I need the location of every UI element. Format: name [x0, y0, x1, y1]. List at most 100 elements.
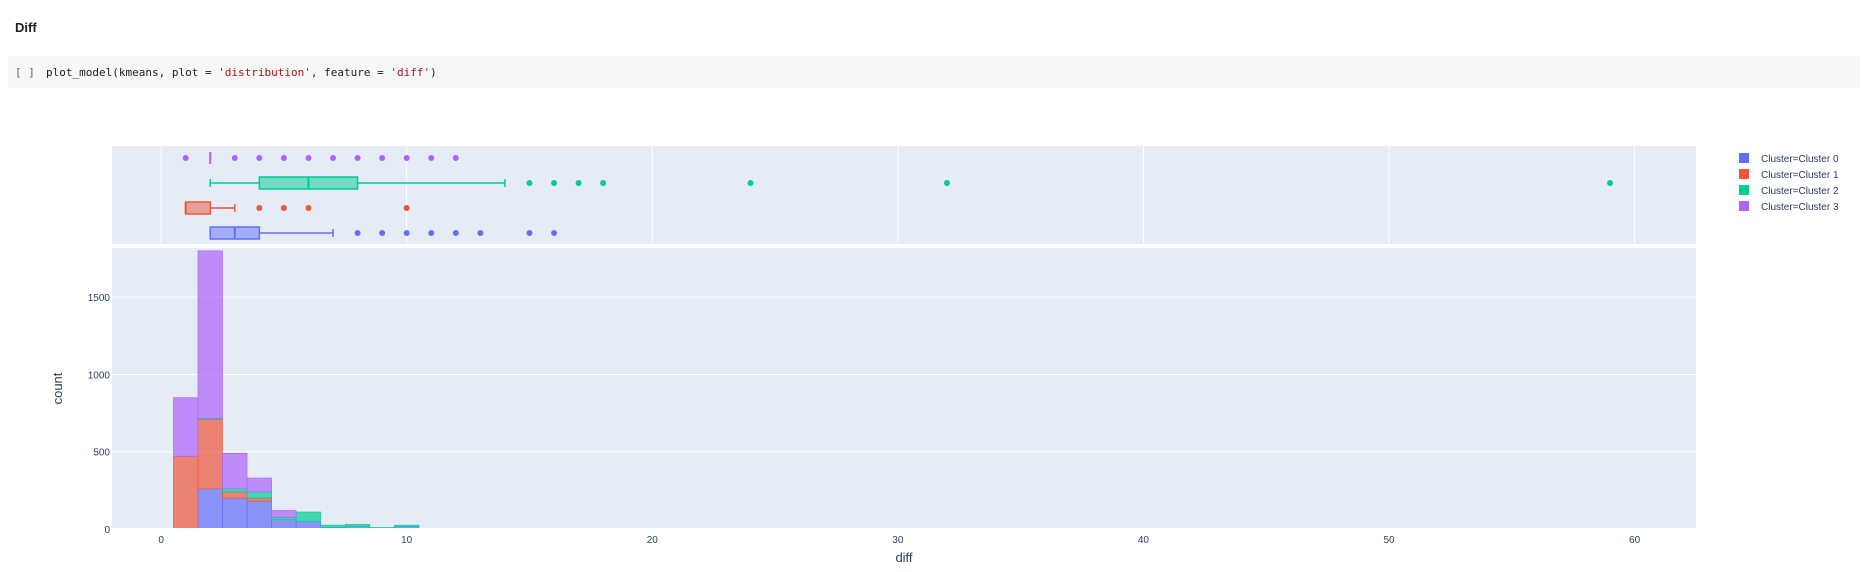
box-outlier-point: [1607, 180, 1614, 186]
hist-bar: [271, 517, 297, 521]
hist-panel-background: [112, 248, 1696, 529]
hist-bar: [320, 524, 346, 528]
hist-series-0: [197, 488, 420, 530]
box-outlier-point: [305, 205, 312, 211]
hist-bar: [394, 524, 420, 527]
legend-item[interactable]: Cluster=Cluster 2: [1739, 185, 1839, 197]
hist-bar: [222, 452, 248, 490]
box-outlier-point: [526, 230, 533, 236]
legend-label: Cluster=Cluster 2: [1761, 186, 1839, 197]
y-axis-title: count: [50, 372, 65, 404]
legend-label: Cluster=Cluster 3: [1761, 202, 1839, 213]
box-outlier-point: [256, 205, 263, 211]
box-outlier-point: [551, 230, 558, 236]
y-tick-label: 1000: [88, 370, 111, 381]
y-tick-label: 500: [93, 448, 110, 459]
x-axis-ticks: 0 10 20 30 40 50 60: [158, 535, 1640, 546]
legend-label: Cluster=Cluster 1: [1761, 170, 1839, 181]
box-outlier-point: [403, 230, 410, 236]
hist-bar: [271, 519, 297, 530]
hist-bar: [197, 250, 223, 419]
hist-bar: [173, 456, 199, 530]
legend-swatch: [1739, 153, 1749, 163]
x-tick-label: 60: [1629, 535, 1641, 546]
y-tick-label: 1500: [88, 293, 111, 304]
hist-bar: [295, 511, 322, 522]
code-token: plot_model(kmeans, plot =: [46, 66, 219, 79]
y-axis-ticks: 0 500 1000 1500: [88, 293, 111, 536]
y-tick-label: 0: [104, 525, 110, 536]
hist-bar: [246, 497, 272, 502]
code-token: ): [430, 66, 437, 79]
box-outlier-point: [231, 155, 238, 161]
hist-series-1: [173, 418, 272, 530]
histogram-panel: [112, 248, 1696, 530]
x-tick-label: 10: [401, 535, 413, 546]
box-panel-background: [112, 146, 1696, 244]
hist-series-3: [173, 250, 297, 518]
legend-item[interactable]: Cluster=Cluster 0: [1739, 153, 1839, 165]
box-series-0: [209, 226, 558, 240]
legend-swatch: [1739, 185, 1749, 195]
box-outlier-point: [379, 230, 386, 236]
code-token: , feature =: [310, 66, 391, 79]
legend-item[interactable]: Cluster=Cluster 1: [1739, 169, 1839, 181]
legend-swatch: [1739, 169, 1749, 179]
legend-item[interactable]: Cluster=Cluster 3: [1739, 201, 1839, 213]
code-cell[interactable]: [ ] plot_model(kmeans, plot = 'distribut…: [8, 56, 1860, 88]
box-outlier-point: [428, 230, 435, 236]
x-tick-label: 20: [647, 535, 659, 546]
box-outlier-point: [452, 155, 459, 161]
box-outlier-point: [354, 230, 361, 236]
box-outlier-point: [379, 155, 386, 161]
box-plot-panel: [112, 146, 1696, 244]
hist-bar: [222, 488, 248, 493]
box-series-3: [182, 152, 459, 164]
hist-bar: [246, 477, 272, 493]
cell-code[interactable]: plot_model(kmeans, plot = 'distribution'…: [46, 66, 437, 79]
box-outlier-point: [256, 155, 263, 161]
box-outlier-point: [403, 205, 410, 211]
hist-bar: [246, 500, 272, 530]
box-series-1: [184, 201, 410, 215]
section-title: Diff: [15, 20, 37, 35]
hist-bar: [222, 497, 248, 530]
box-outlier-point: [943, 180, 950, 186]
box-outlier-point: [354, 155, 361, 161]
x-tick-label: 30: [892, 535, 904, 546]
box-outlier-point: [575, 180, 582, 186]
legend[interactable]: Cluster=Cluster 0 Cluster=Cluster 1 Cluste…: [1739, 153, 1839, 213]
code-token: 'diff': [390, 66, 431, 79]
x-tick-label: 0: [158, 535, 164, 546]
box-outlier-point: [182, 155, 189, 161]
box-iqr: [184, 201, 211, 215]
hist-bar: [197, 488, 223, 530]
code-token: 'distribution': [218, 66, 311, 79]
legend-swatch: [1739, 201, 1749, 211]
x-axis-title: diff: [895, 550, 912, 565]
hist-bar: [173, 397, 199, 457]
legend-label: Cluster=Cluster 0: [1761, 154, 1839, 165]
hist-bar: [295, 520, 322, 530]
box-series-2: [209, 176, 1614, 190]
hist-bar: [345, 524, 371, 527]
box-outlier-point: [280, 205, 287, 211]
box-outlier-point: [428, 155, 435, 161]
hist-bar: [271, 510, 297, 518]
box-outlier-point: [477, 230, 484, 236]
hist-bar: [246, 491, 272, 499]
hist-bar: [222, 491, 248, 499]
box-outlier-point: [280, 155, 287, 161]
box-outlier-point: [452, 230, 459, 236]
box-outlier-point: [526, 180, 533, 186]
box-outlier-point: [600, 180, 607, 186]
box-outlier-point: [747, 180, 754, 186]
box-outlier-point: [403, 155, 410, 161]
x-tick-label: 50: [1383, 535, 1395, 546]
box-outlier-point: [330, 155, 337, 161]
hist-bar: [197, 418, 223, 490]
cell-run-prompt[interactable]: [ ]: [15, 66, 35, 79]
x-tick-label: 40: [1138, 535, 1150, 546]
box-outlier-point: [305, 155, 312, 161]
